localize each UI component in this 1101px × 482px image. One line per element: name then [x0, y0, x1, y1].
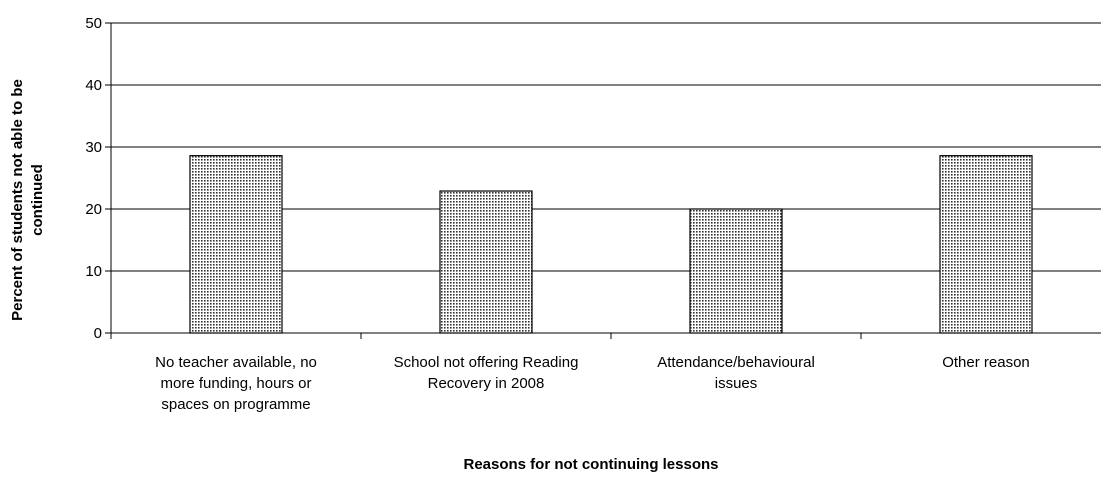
x-category-label: issues	[715, 375, 758, 392]
y-axis-title: Percent of students not able to be	[9, 79, 26, 321]
x-axis-title: Reasons for not continuing lessons	[463, 456, 718, 473]
x-category-label: Recovery in 2008	[428, 375, 545, 392]
x-category-label: spaces on programme	[161, 396, 310, 413]
bar	[189, 155, 283, 334]
y-axis-title: continued	[29, 164, 46, 236]
x-category-label: No teacher available, no	[155, 354, 317, 371]
x-category-label: School not offering Reading	[394, 354, 579, 371]
x-category-label: more funding, hours or	[161, 375, 312, 392]
y-tick-label: 0	[94, 325, 102, 342]
plot-area: 0 10 20 30 40 50 No teacher available, no more …	[9, 15, 1101, 473]
y-tick-label: 20	[85, 201, 102, 218]
bar	[439, 190, 533, 334]
y-tick-label: 30	[85, 139, 102, 156]
y-tick-label: 40	[85, 77, 102, 94]
y-tick-label: 50	[85, 15, 102, 32]
bar	[939, 155, 1033, 334]
bar	[689, 208, 783, 334]
y-tick-label: 10	[85, 263, 102, 280]
x-category-label: Attendance/behavioural	[657, 354, 815, 371]
x-category-label: Other reason	[942, 354, 1030, 371]
